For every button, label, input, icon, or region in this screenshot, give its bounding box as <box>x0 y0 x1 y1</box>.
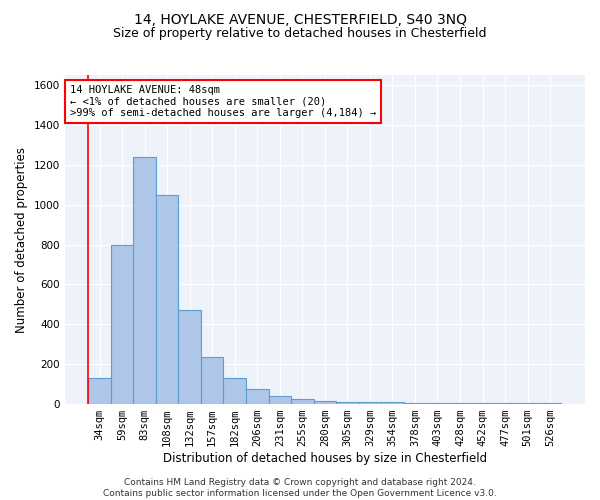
Bar <box>314 401 336 404</box>
Bar <box>201 357 223 404</box>
Bar <box>291 399 314 404</box>
Text: 14 HOYLAKE AVENUE: 48sqm
← <1% of detached houses are smaller (20)
>99% of semi-: 14 HOYLAKE AVENUE: 48sqm ← <1% of detach… <box>70 85 376 118</box>
Bar <box>156 194 178 404</box>
Bar <box>223 378 246 404</box>
Bar <box>539 403 562 404</box>
Bar <box>471 403 494 404</box>
Bar <box>111 244 133 404</box>
Bar <box>88 378 111 404</box>
Bar <box>449 403 471 404</box>
Bar <box>336 402 359 404</box>
Y-axis label: Number of detached properties: Number of detached properties <box>15 146 28 332</box>
Bar <box>494 403 516 404</box>
Bar <box>404 403 426 404</box>
Bar <box>381 402 404 404</box>
Bar <box>516 403 539 404</box>
Bar <box>426 403 449 404</box>
Bar <box>246 389 269 404</box>
Bar <box>269 396 291 404</box>
X-axis label: Distribution of detached houses by size in Chesterfield: Distribution of detached houses by size … <box>163 452 487 465</box>
Bar <box>359 402 381 404</box>
Bar <box>178 310 201 404</box>
Text: Size of property relative to detached houses in Chesterfield: Size of property relative to detached ho… <box>113 28 487 40</box>
Text: 14, HOYLAKE AVENUE, CHESTERFIELD, S40 3NQ: 14, HOYLAKE AVENUE, CHESTERFIELD, S40 3N… <box>133 12 467 26</box>
Bar <box>133 157 156 404</box>
Text: Contains HM Land Registry data © Crown copyright and database right 2024.
Contai: Contains HM Land Registry data © Crown c… <box>103 478 497 498</box>
